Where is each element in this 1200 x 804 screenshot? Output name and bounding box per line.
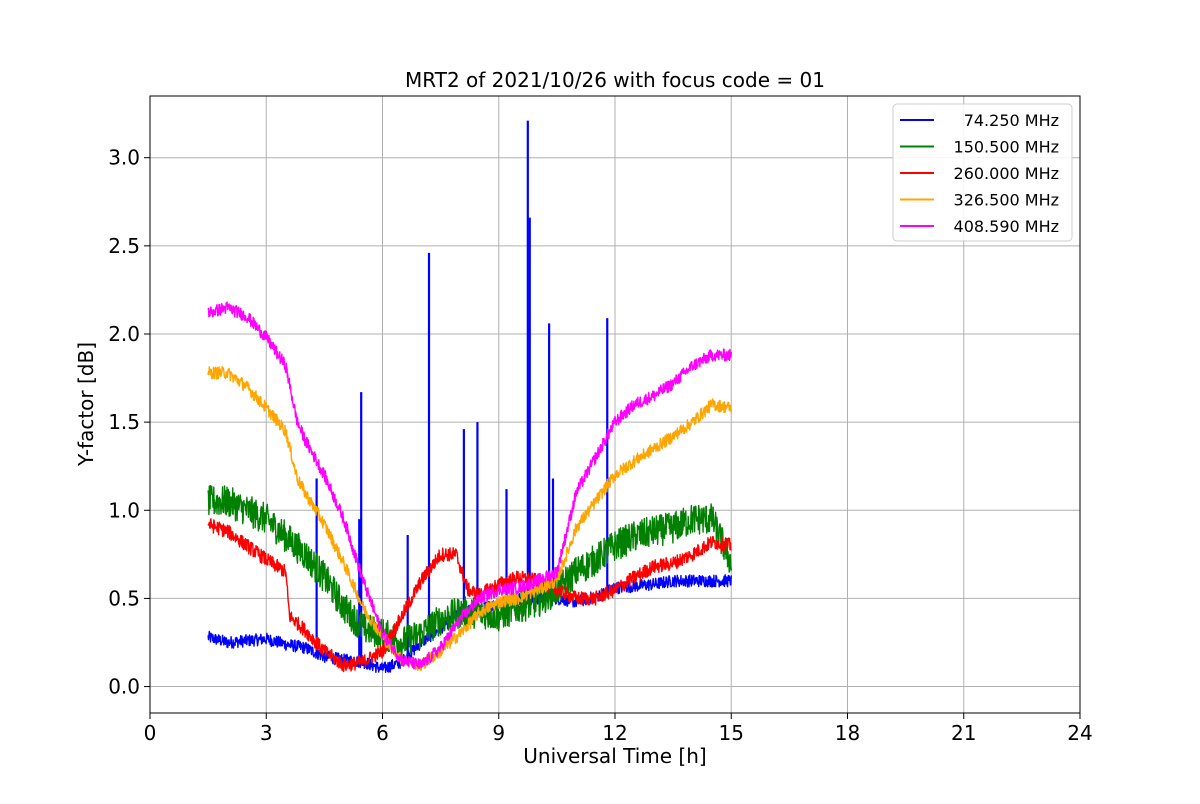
y-tick-label: 1.0 xyxy=(108,498,140,522)
series-line-4 xyxy=(207,301,732,670)
y-tick-label: 2.5 xyxy=(108,234,140,258)
y-axis-label: Y-factor [dB] xyxy=(74,342,98,467)
y-tick-label: 0.5 xyxy=(108,586,140,610)
x-tick-label: 24 xyxy=(1067,721,1092,745)
y-tick-label: 3.0 xyxy=(108,146,140,170)
legend: 74.250 MHz 150.500 MHz 260.000 MHz 326.500 … xyxy=(892,103,1073,242)
x-tick-label: 0 xyxy=(144,721,157,745)
tick-layer: 0 3 6 9 12 15 18 21 24 0.0 0.5 1.0 1.5 2.0 2.5 3.0 xyxy=(108,146,1093,745)
x-tick-label: 9 xyxy=(492,721,505,745)
x-tick-label: 12 xyxy=(602,721,627,745)
series-line-3 xyxy=(207,366,732,671)
legend-box xyxy=(892,103,1073,242)
y-tick-label: 2.0 xyxy=(108,322,140,346)
x-tick-label: 15 xyxy=(719,721,744,745)
series-line-2 xyxy=(207,518,732,673)
y-tick-label: 0.0 xyxy=(108,675,140,699)
series-layer xyxy=(207,120,732,674)
legend-label-0: 74.250 MHz xyxy=(964,111,1059,130)
legend-label-1: 150.500 MHz xyxy=(954,138,1059,157)
y-tick-label: 1.5 xyxy=(108,410,140,434)
x-axis-label: Universal Time [h] xyxy=(523,744,706,768)
x-tick-label: 6 xyxy=(376,721,389,745)
x-tick-label: 3 xyxy=(260,721,273,745)
legend-label-3: 326.500 MHz xyxy=(954,191,1059,210)
chart-title: MRT2 of 2021/10/26 with focus code = 01 xyxy=(405,68,825,92)
x-tick-label: 21 xyxy=(951,721,976,745)
legend-label-2: 260.000 MHz xyxy=(954,164,1059,183)
x-tick-label: 18 xyxy=(835,721,860,745)
legend-label-4: 408.590 MHz xyxy=(954,217,1059,236)
